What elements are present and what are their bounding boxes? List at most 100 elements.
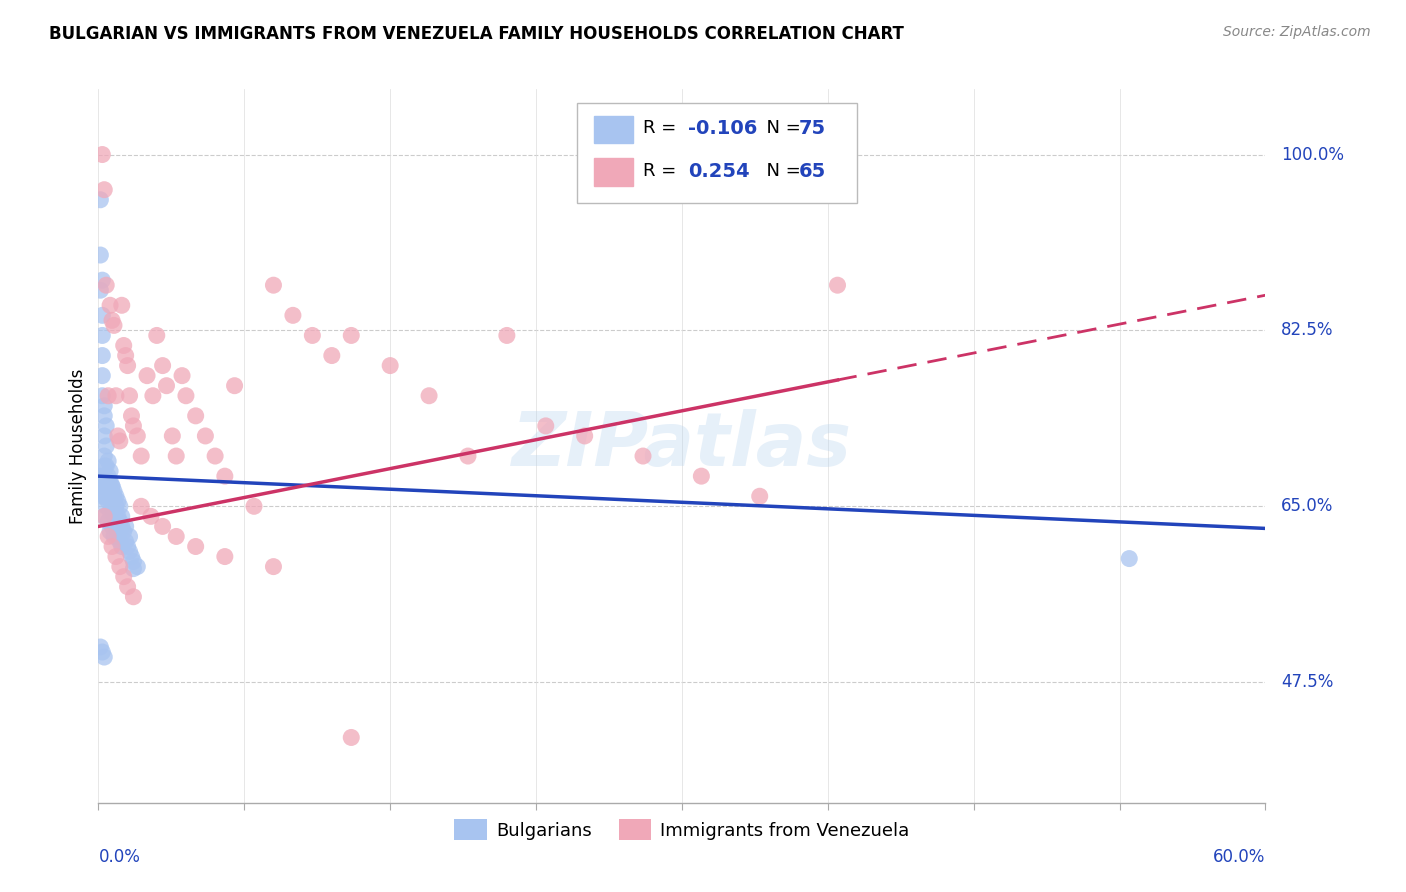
Point — [243, 500, 266, 514]
Point — [101, 540, 124, 554]
Point — [97, 389, 120, 403]
Point — [121, 409, 143, 423]
Point — [184, 540, 207, 554]
Point — [111, 509, 134, 524]
Point — [139, 509, 162, 524]
Point — [214, 549, 236, 564]
Point — [174, 389, 197, 403]
Text: 0.254: 0.254 — [688, 161, 749, 181]
Text: -0.106: -0.106 — [688, 119, 756, 138]
Point — [89, 283, 111, 297]
Point — [224, 378, 246, 392]
Point — [108, 500, 131, 514]
Point — [98, 464, 121, 478]
Text: 65: 65 — [799, 161, 825, 181]
Point — [631, 449, 654, 463]
Bar — [595, 159, 633, 186]
Text: R =: R = — [644, 120, 682, 137]
Point — [136, 368, 159, 383]
Point — [97, 469, 120, 483]
Point — [142, 389, 165, 403]
Point — [93, 489, 115, 503]
Point — [98, 298, 121, 312]
Point — [281, 309, 304, 323]
Point — [121, 549, 143, 564]
Point — [117, 580, 139, 594]
Text: 82.5%: 82.5% — [1281, 321, 1333, 340]
Point — [117, 359, 139, 373]
Point — [574, 429, 596, 443]
Point — [214, 469, 236, 483]
Point — [165, 449, 187, 463]
Point — [91, 349, 114, 363]
Point — [129, 449, 152, 463]
Text: N =: N = — [755, 162, 807, 180]
Point — [152, 519, 174, 533]
Point — [91, 489, 114, 503]
Point — [104, 500, 127, 514]
Point — [98, 524, 121, 539]
Point — [103, 318, 125, 333]
Point — [194, 429, 217, 443]
Point — [96, 500, 118, 514]
FancyBboxPatch shape — [576, 103, 858, 203]
Point — [262, 559, 284, 574]
Y-axis label: Family Households: Family Households — [69, 368, 87, 524]
Point — [112, 524, 135, 539]
Point — [101, 500, 124, 514]
Point — [96, 439, 118, 453]
Point — [107, 494, 129, 508]
Point — [112, 569, 135, 583]
Point — [127, 559, 149, 574]
Point — [496, 328, 519, 343]
Point — [114, 534, 136, 549]
Point — [107, 509, 129, 524]
Point — [98, 474, 121, 488]
Point — [162, 429, 184, 443]
Point — [108, 434, 131, 448]
Point — [91, 389, 114, 403]
Point — [101, 519, 124, 533]
Point — [96, 489, 118, 503]
Point — [91, 309, 114, 323]
Point — [107, 529, 129, 543]
Point — [1118, 551, 1140, 566]
Point — [111, 540, 134, 554]
Text: 75: 75 — [799, 119, 825, 138]
Point — [96, 278, 118, 293]
Point — [111, 298, 134, 312]
Point — [146, 328, 169, 343]
Point — [155, 378, 177, 392]
Point — [91, 147, 114, 161]
Point — [89, 640, 111, 654]
Point — [301, 328, 323, 343]
Point — [103, 509, 125, 524]
Point — [103, 489, 125, 503]
Point — [122, 555, 145, 569]
Point — [98, 504, 121, 518]
Point — [96, 479, 118, 493]
Point — [108, 559, 131, 574]
Point — [101, 313, 124, 327]
Point — [93, 509, 115, 524]
Point — [104, 549, 127, 564]
Point — [91, 479, 114, 493]
Point — [340, 328, 363, 343]
Point — [93, 469, 115, 483]
Point — [96, 418, 118, 433]
Point — [93, 509, 115, 524]
Point — [114, 519, 136, 533]
Point — [93, 449, 115, 463]
Point — [152, 359, 174, 373]
Point — [97, 494, 120, 508]
Point — [111, 519, 134, 533]
Point — [91, 328, 114, 343]
Point — [97, 479, 120, 493]
Point — [93, 650, 115, 665]
Point — [98, 484, 121, 499]
Point — [118, 389, 141, 403]
Bar — [595, 116, 633, 143]
Point — [104, 519, 127, 533]
Point — [122, 590, 145, 604]
Point — [93, 399, 115, 413]
